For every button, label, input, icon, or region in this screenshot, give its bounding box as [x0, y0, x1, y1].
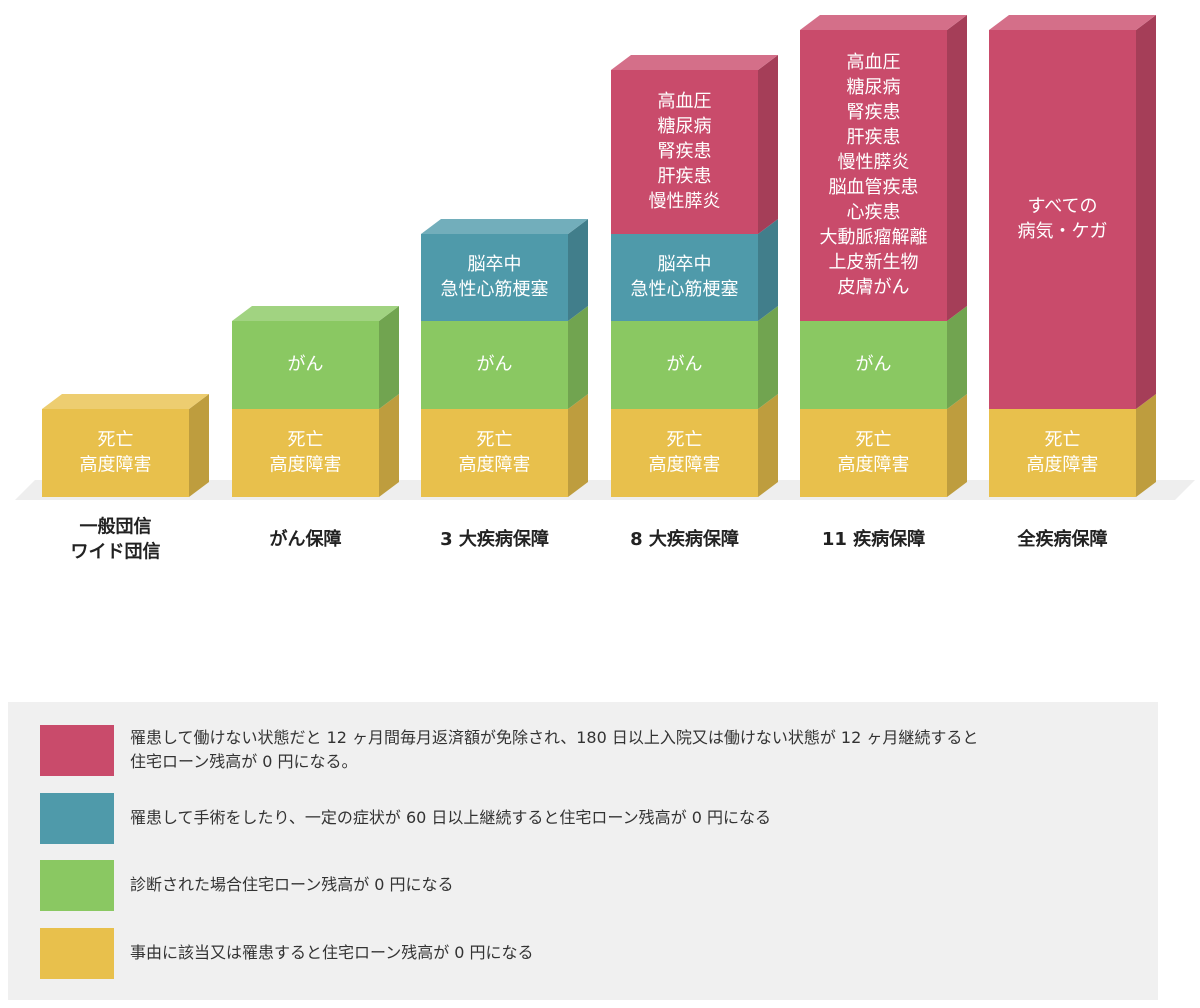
- legend-swatch: [40, 928, 114, 979]
- segment-front: [800, 30, 947, 321]
- segment-label: 肝疾患: [847, 127, 901, 148]
- column-label: 全疾病保障: [1017, 528, 1108, 550]
- segment-side: [758, 219, 778, 321]
- segment-label: 上皮新生物: [829, 252, 919, 273]
- column-label: がん保障: [270, 528, 342, 550]
- segment-side: [379, 394, 399, 497]
- segment-label: 脳卒中: [468, 254, 522, 275]
- legend-text: 住宅ローン残高が 0 円になる。: [130, 752, 358, 771]
- legend-swatch: [40, 793, 114, 844]
- segment-top: [800, 15, 967, 30]
- segment-label: 病気・ケガ: [1018, 221, 1108, 242]
- segment-front: [421, 234, 568, 321]
- segment-label: 高度障害: [459, 455, 531, 476]
- segment-label: 急性心筋梗塞: [631, 279, 739, 300]
- legend-swatch: [40, 860, 114, 911]
- segment-label: 腎疾患: [847, 102, 901, 123]
- segment-label: 慢性膵炎: [649, 191, 721, 212]
- column-label: 3 大疾病保障: [440, 528, 549, 550]
- segment-side: [947, 394, 967, 497]
- segment-front: [611, 70, 758, 234]
- segment-label: 糖尿病: [847, 77, 901, 98]
- segment-side: [758, 306, 778, 409]
- segment-front: [800, 321, 947, 409]
- segment-label: 高度障害: [1027, 455, 1099, 476]
- segment-side: [379, 306, 399, 409]
- segment-front: [611, 234, 758, 321]
- segment-label: がん: [477, 354, 513, 375]
- segment-top: [232, 306, 399, 321]
- column-label: 一般団信: [80, 516, 152, 538]
- segment-label: 腎疾患: [658, 141, 712, 162]
- segment-side: [568, 306, 588, 409]
- segment-front: [989, 409, 1136, 497]
- column-label: 8 大疾病保障: [630, 528, 739, 550]
- segment-top: [421, 219, 588, 234]
- segment-side: [947, 15, 967, 321]
- segment-front: [611, 321, 758, 409]
- segment-front: [421, 409, 568, 497]
- segment-label: 脳血管疾患: [829, 177, 919, 198]
- segment-label: 糖尿病: [658, 116, 712, 137]
- segment-label: 高度障害: [80, 455, 152, 476]
- segment-top: [42, 394, 209, 409]
- segment-label: 死亡: [288, 430, 324, 451]
- segment-top: [611, 55, 778, 70]
- segment-label: 脳卒中: [658, 254, 712, 275]
- segment-side: [947, 306, 967, 409]
- segment-label: 死亡: [477, 430, 513, 451]
- segment-label: 死亡: [856, 430, 892, 451]
- legend-text: 罹患して手術をしたり、一定の症状が 60 日以上継続すると住宅ローン残高が 0 …: [130, 808, 771, 827]
- segment-label: 肝疾患: [658, 166, 712, 187]
- legend-swatch: [40, 725, 114, 776]
- segment-label: 高度障害: [649, 455, 721, 476]
- segment-front: [800, 409, 947, 497]
- segment-side: [189, 394, 209, 497]
- segment-side: [758, 55, 778, 234]
- segment-label: 慢性膵炎: [838, 152, 910, 173]
- segment-front: [232, 321, 379, 409]
- segment-label: 心疾患: [847, 202, 901, 223]
- segment-label: 高血圧: [847, 52, 901, 73]
- segment-front: [421, 321, 568, 409]
- column-label: 11 疾病保障: [822, 528, 925, 550]
- segment-front: [611, 409, 758, 497]
- segment-front: [42, 409, 189, 497]
- segment-label: がん: [856, 354, 892, 375]
- segment-side: [1136, 394, 1156, 497]
- segment-label: 死亡: [1045, 430, 1081, 451]
- segment-label: 高度障害: [838, 455, 910, 476]
- segment-side: [568, 219, 588, 321]
- legend-text: 罹患して働けない状態だと 12 ヶ月間毎月返済額が免除され、180 日以上入院又…: [130, 728, 978, 747]
- segment-label: がん: [288, 354, 324, 375]
- segment-label: がん: [667, 354, 703, 375]
- legend-box: [8, 702, 1158, 1000]
- segment-side: [758, 394, 778, 497]
- segment-label: 大動脈瘤解離: [820, 227, 928, 248]
- segment-label: 高度障害: [270, 455, 342, 476]
- segment-label: 死亡: [98, 430, 134, 451]
- legend-text: 診断された場合住宅ローン残高が 0 円になる: [130, 875, 454, 894]
- segment-label: 急性心筋梗塞: [441, 279, 549, 300]
- legend-text: 事由に該当又は罹患すると住宅ローン残高が 0 円になる: [130, 943, 534, 962]
- segment-label: 皮膚がん: [838, 277, 910, 298]
- segment-label: 死亡: [667, 430, 703, 451]
- column-label: ワイド団信: [71, 541, 161, 563]
- segment-front: [232, 409, 379, 497]
- segment-side: [568, 394, 588, 497]
- segment-label: 高血圧: [658, 91, 712, 112]
- segment-label: すべての: [1027, 196, 1097, 217]
- segment-front: [989, 30, 1136, 409]
- segment-side: [1136, 15, 1156, 409]
- segment-top: [989, 15, 1156, 30]
